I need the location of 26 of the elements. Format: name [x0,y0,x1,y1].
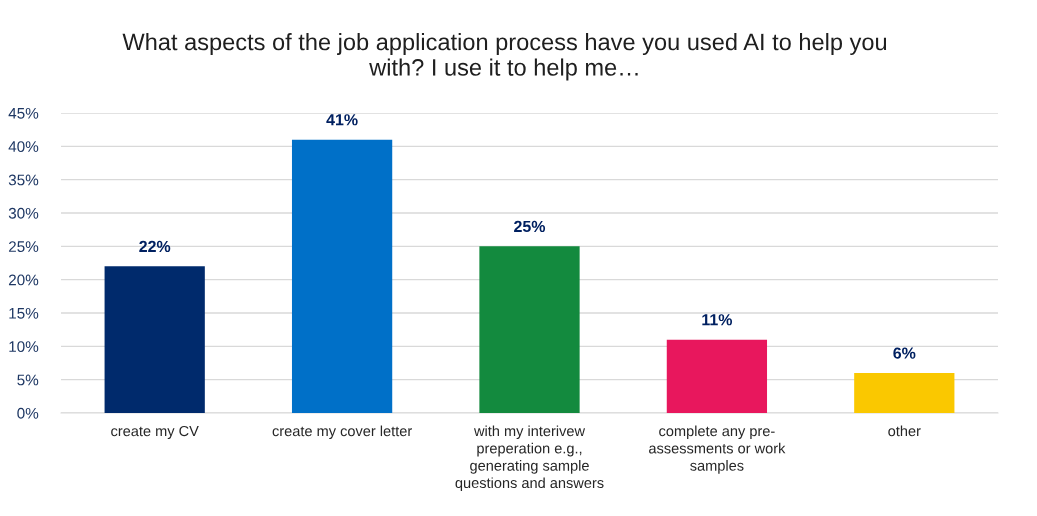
y-tick-label: 15% [9,307,39,319]
data-label: 22% [139,240,171,253]
x-tick-label: complete any pre- assessments or work samples [649,425,786,474]
data-label: 41% [326,114,358,126]
y-tick-label: 25% [8,241,39,253]
y-tick-label: 35% [8,174,39,186]
x-tick-label: create my CV [111,425,199,440]
y-tick-label: 45% [8,107,39,119]
bar [291,139,393,413]
x-tick-label: other [888,425,921,437]
y-tick-label: 5% [17,374,39,386]
bar [854,373,955,413]
x-tick-label: with my interivew preperation e.g., generating sample questions and answers [455,425,604,491]
y-tick-label: 40% [8,141,39,153]
data-label: 6% [893,347,916,359]
bar [666,339,768,413]
data-label: 25% [514,220,546,233]
y-tick-label: 0% [17,407,39,419]
chart-title: What aspects of the job application process have you used AI to help you with? I use it to help me… [122,33,887,81]
y-tick-label: 10% [9,341,39,353]
y-tick-label: 30% [8,207,39,219]
bar [104,266,205,413]
bar [479,246,580,413]
x-tick-label: create my cover letter [272,425,412,440]
y-tick-label: 20% [8,274,39,286]
data-label: 11% [702,314,733,326]
